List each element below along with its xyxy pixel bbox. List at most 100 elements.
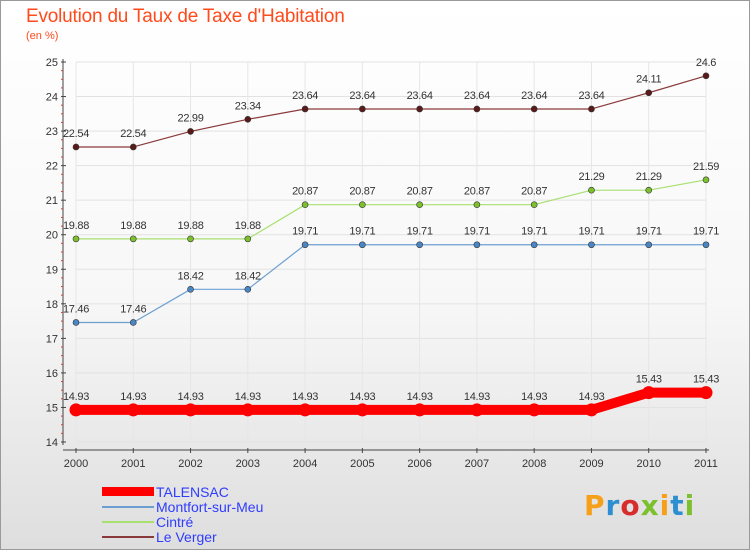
proxiti-logo: Proxiti xyxy=(584,489,696,522)
data-point-talensac xyxy=(241,403,255,417)
x-tick-label: 2002 xyxy=(178,458,202,470)
data-point-cintre xyxy=(530,201,538,208)
chart-subtitle: (en %) xyxy=(26,30,59,42)
data-point-cintre xyxy=(244,235,252,243)
data-point-le-verger xyxy=(702,72,710,80)
x-tick-label: 2009 xyxy=(579,458,603,470)
y-tick-label: 17 xyxy=(46,333,58,345)
data-label-le-verger: 24.6 xyxy=(696,57,716,69)
data-point-talensac xyxy=(413,403,427,417)
data-label-cintre: 20.87 xyxy=(464,186,490,198)
data-label-montfort: 18.42 xyxy=(178,270,204,282)
data-point-montfort xyxy=(645,241,653,249)
series-line-cintre xyxy=(75,179,707,240)
y-tick-label: 25 xyxy=(46,57,58,69)
y-tick-label: 21 xyxy=(46,195,58,207)
data-label-talensac: 14.93 xyxy=(178,391,204,403)
data-point-talensac xyxy=(126,403,140,417)
data-point-le-verger xyxy=(72,143,80,151)
data-label-montfort: 19.71 xyxy=(292,226,318,238)
data-point-le-verger xyxy=(473,105,481,113)
data-label-cintre: 19.88 xyxy=(178,220,204,232)
data-label-le-verger: 22.54 xyxy=(120,128,146,140)
legend-swatch-le-verger xyxy=(102,536,154,538)
data-point-cintre xyxy=(645,186,653,194)
data-point-montfort xyxy=(244,286,252,293)
data-label-cintre: 19.88 xyxy=(120,220,146,232)
data-point-montfort xyxy=(301,241,309,249)
data-point-talensac xyxy=(527,403,541,417)
data-label-le-verger: 24.11 xyxy=(636,74,661,86)
data-point-le-verger xyxy=(416,105,423,113)
legend-label-talensac: TALENSAC xyxy=(156,484,229,500)
data-point-talensac xyxy=(355,403,369,417)
data-point-cintre xyxy=(473,201,481,208)
data-label-le-verger: 22.99 xyxy=(178,112,204,124)
x-tick-label: 2007 xyxy=(465,458,489,470)
data-point-montfort xyxy=(473,241,481,249)
y-tick-label: 18 xyxy=(46,299,58,311)
data-label-montfort: 19.71 xyxy=(693,226,719,238)
x-tick-label: 2000 xyxy=(64,458,88,470)
data-point-cintre xyxy=(72,235,80,243)
data-label-montfort: 17.46 xyxy=(120,303,146,315)
data-point-le-verger xyxy=(301,105,309,113)
data-point-montfort xyxy=(129,319,137,326)
data-label-cintre: 21.29 xyxy=(578,171,604,183)
data-point-cintre xyxy=(187,235,194,243)
data-point-le-verger xyxy=(588,105,595,113)
data-label-le-verger: 23.64 xyxy=(521,90,547,102)
data-point-cintre xyxy=(359,201,366,208)
data-label-le-verger: 23.34 xyxy=(235,100,261,112)
legend-label-cintre: Cintré xyxy=(156,514,194,530)
legend-label-le-verger: Le Verger xyxy=(156,529,217,545)
legend-swatch-montfort xyxy=(102,506,154,508)
data-label-talensac: 14.93 xyxy=(407,391,433,403)
line-chart: 14 15 16 17 18 19 20 21 22 23 24 25 2000 2001 2002 2003… xyxy=(46,57,720,470)
series-line-montfort xyxy=(75,244,707,324)
y-tick-label: 22 xyxy=(46,161,58,173)
legend-label-montfort: Montfort-sur-Meu xyxy=(156,499,264,515)
data-label-cintre: 20.87 xyxy=(407,186,433,198)
data-label-montfort: 19.71 xyxy=(578,226,604,238)
data-label-talensac: 15.43 xyxy=(636,374,662,386)
data-point-cintre xyxy=(301,201,309,208)
data-label-talensac: 14.93 xyxy=(521,391,547,403)
y-tick-label: 20 xyxy=(46,230,58,242)
data-point-cintre xyxy=(588,186,595,194)
data-point-talensac xyxy=(184,403,198,417)
data-point-talensac xyxy=(642,386,656,400)
x-tick-label: 2003 xyxy=(236,458,260,470)
x-tick-label: 2004 xyxy=(293,458,317,470)
x-tick-label: 2005 xyxy=(350,458,374,470)
data-label-talensac: 14.93 xyxy=(235,391,261,403)
data-point-talensac xyxy=(470,403,484,417)
series-line-le-verger xyxy=(75,75,707,148)
data-point-talensac xyxy=(699,386,713,400)
data-label-cintre: 21.59 xyxy=(693,161,719,173)
legend-swatch-cintre xyxy=(102,521,154,523)
data-point-montfort xyxy=(359,241,366,249)
data-label-le-verger: 23.64 xyxy=(292,90,318,102)
data-label-talensac: 14.93 xyxy=(349,391,375,403)
y-tick-label: 24 xyxy=(46,92,58,104)
x-tick-label: 2001 xyxy=(121,458,145,470)
x-tick-label: 2008 xyxy=(522,458,546,470)
y-tick-label: 19 xyxy=(46,264,58,276)
data-label-montfort: 19.71 xyxy=(636,226,662,238)
data-label-cintre: 21.29 xyxy=(636,171,662,183)
data-label-montfort: 17.46 xyxy=(63,303,89,315)
data-label-le-verger: 23.64 xyxy=(578,90,604,102)
y-tick-label: 23 xyxy=(46,126,58,138)
data-point-montfort xyxy=(702,241,710,249)
y-tick-label: 15 xyxy=(46,402,58,414)
data-label-montfort: 19.71 xyxy=(407,226,433,238)
x-tick-label: 2010 xyxy=(636,458,660,470)
chart-title: Evolution du Taux de Taxe d'Habitation xyxy=(26,6,345,27)
data-label-talensac: 14.93 xyxy=(120,391,146,403)
series-line-talensac xyxy=(71,387,711,415)
data-point-montfort xyxy=(588,241,595,249)
data-label-le-verger: 23.64 xyxy=(464,90,490,102)
data-label-talensac: 14.93 xyxy=(578,391,604,403)
